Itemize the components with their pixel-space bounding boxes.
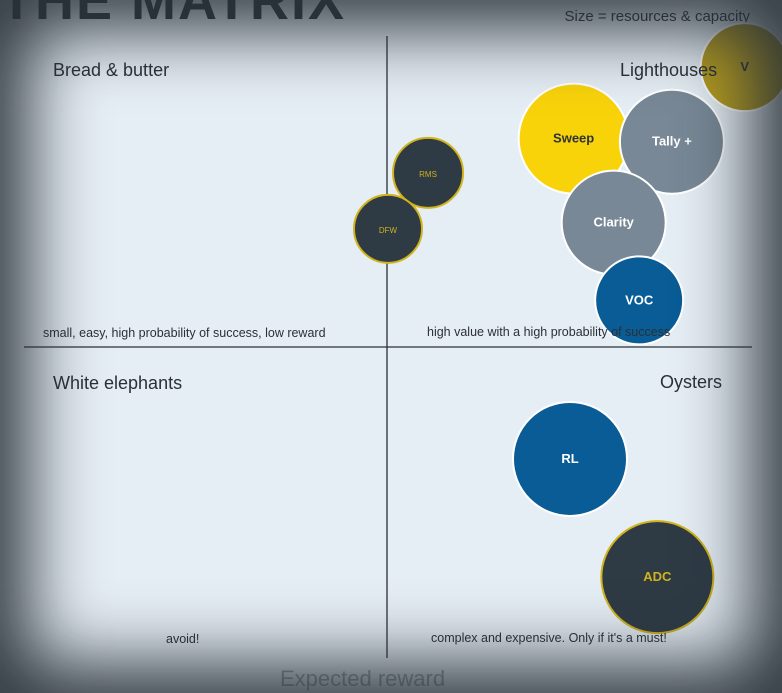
bubble-label-rl: RL (561, 451, 578, 466)
bubble-rl (512, 400, 628, 517)
quadrant-title-white-elephants: White elephants (53, 373, 183, 393)
bubble-label-dfw: DFW (379, 226, 398, 235)
quadrant-desc-bread-butter: small, easy, high probability of success… (43, 326, 326, 340)
quadrant-title-oysters: Oysters (660, 372, 723, 392)
bubble-label-v: V (740, 59, 749, 74)
bubble-adc (600, 520, 715, 635)
bubble-v (699, 22, 782, 113)
quadrant-desc-oysters: complex and expensive. Only if it's a mu… (431, 631, 667, 645)
bubble-label-tally: Tally + (652, 134, 692, 149)
bubble-voc (594, 255, 685, 346)
x-axis-label: Expected reward (280, 666, 446, 691)
bubble-tally (618, 88, 725, 195)
quadrant-desc-lighthouses: high value with a high probability of su… (427, 325, 671, 339)
bubble-layer: V Sweep Tally + RMS DFW Clarity VOC RL ADC (353, 22, 782, 635)
bubble-label-rms: RMS (419, 170, 437, 179)
quadrant-title-bread-butter: Bread & butter (53, 60, 170, 80)
bubble-label-voc: VOC (625, 292, 654, 307)
quadrant-title-lighthouses: Lighthouses (620, 60, 718, 80)
bubble-label-clarity: Clarity (593, 215, 634, 230)
bubble-dfw (353, 193, 423, 264)
bubble-label-adc: ADC (643, 569, 672, 584)
bubble-label-sweep: Sweep (553, 131, 594, 146)
size-legend-note: Size = resources & capacity (564, 8, 750, 25)
bubble-rms (392, 136, 465, 209)
quadrant-desc-white-elephants: avoid! (166, 632, 200, 646)
page-title: THE MATRIX (0, 0, 346, 31)
